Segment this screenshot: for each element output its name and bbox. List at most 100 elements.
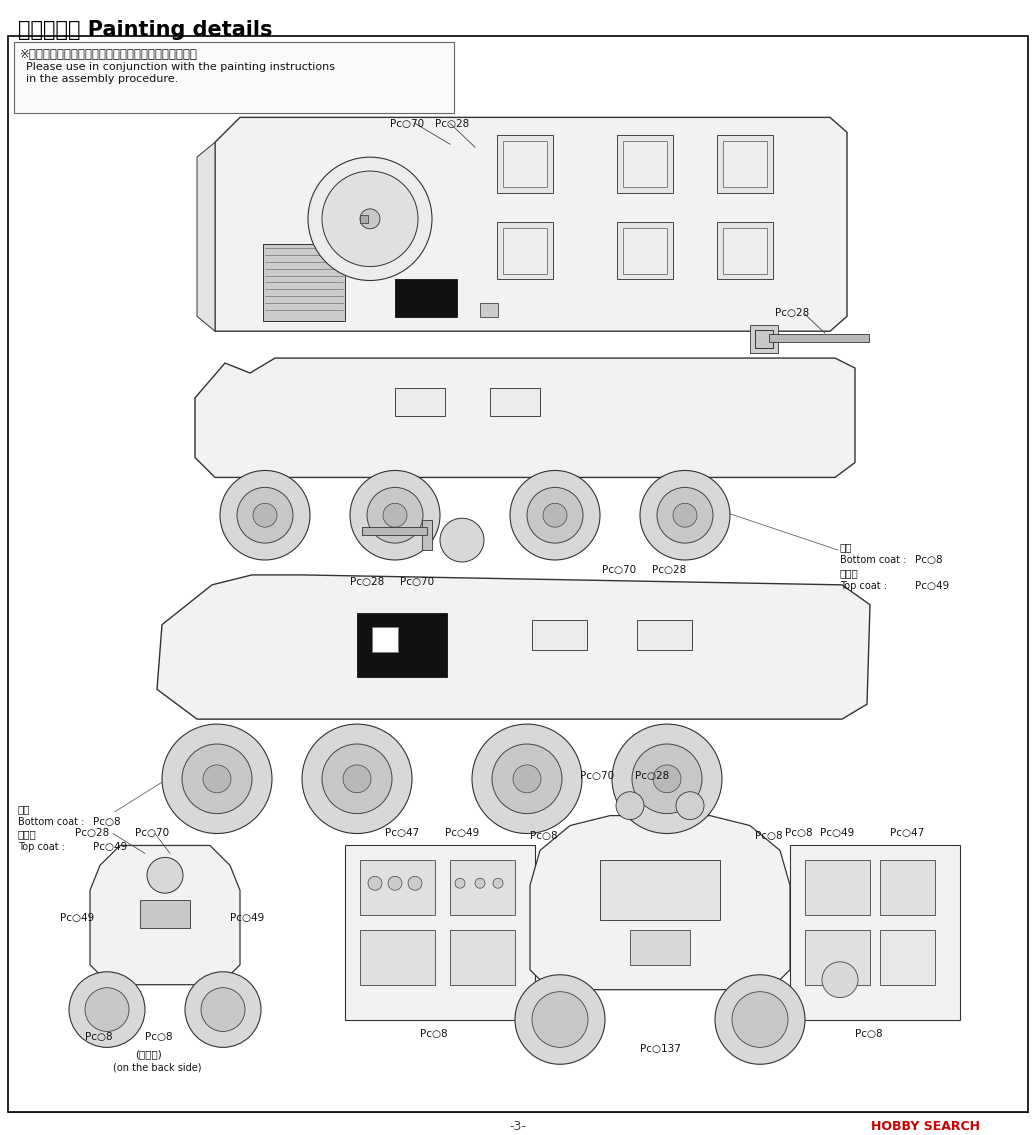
Polygon shape <box>195 358 855 478</box>
Bar <box>805 860 870 915</box>
Bar <box>617 221 673 279</box>
Text: in the assembly procedure.: in the assembly procedure. <box>26 74 178 84</box>
Bar <box>880 860 936 915</box>
Bar <box>717 221 773 279</box>
Text: Pc○70: Pc○70 <box>135 827 169 838</box>
Circle shape <box>493 878 503 889</box>
Text: Pc○8: Pc○8 <box>530 831 557 841</box>
Text: Pc○137: Pc○137 <box>640 1044 681 1054</box>
Bar <box>395 388 445 415</box>
Circle shape <box>253 503 277 527</box>
Text: ※組み立て手順内の塗装指示と合わせてご活用下さい。: ※組み立て手順内の塗装指示と合わせてご活用下さい。 <box>20 48 198 61</box>
Bar <box>422 520 432 550</box>
Bar <box>623 228 667 274</box>
Bar <box>359 860 435 915</box>
Text: Pc○70: Pc○70 <box>580 771 614 781</box>
Bar <box>357 613 447 678</box>
Text: Pc○28: Pc○28 <box>635 771 669 781</box>
Circle shape <box>440 519 484 562</box>
Circle shape <box>408 876 422 890</box>
Bar <box>503 228 547 274</box>
Bar <box>623 141 667 187</box>
Circle shape <box>612 724 722 833</box>
Polygon shape <box>197 142 215 331</box>
Text: Top coat :: Top coat : <box>18 842 65 852</box>
Text: 細部の塗装 Painting details: 細部の塗装 Painting details <box>18 20 272 40</box>
Text: Pc○47: Pc○47 <box>385 827 420 838</box>
Text: Pc○28: Pc○28 <box>775 309 809 318</box>
Bar <box>637 620 692 649</box>
Bar <box>630 930 690 965</box>
Text: HOBBY SEARCH: HOBBY SEARCH <box>871 1120 980 1133</box>
Circle shape <box>474 878 485 889</box>
Text: 上塗り: 上塗り <box>18 830 36 840</box>
Circle shape <box>732 992 788 1048</box>
Text: Pc○70: Pc○70 <box>390 119 424 129</box>
Circle shape <box>533 992 588 1048</box>
Bar <box>723 141 767 187</box>
Bar <box>717 135 773 193</box>
Circle shape <box>632 745 702 814</box>
Text: 下地: 下地 <box>18 804 30 814</box>
Polygon shape <box>90 846 240 985</box>
Circle shape <box>201 987 244 1032</box>
Text: Pc○28: Pc○28 <box>652 565 686 575</box>
Circle shape <box>220 471 310 560</box>
Circle shape <box>715 975 805 1065</box>
Text: Pc○49: Pc○49 <box>60 913 94 923</box>
Text: Pc○28: Pc○28 <box>435 119 469 129</box>
Circle shape <box>343 765 371 792</box>
Text: Pc○8: Pc○8 <box>93 816 120 826</box>
Bar <box>480 303 498 318</box>
Bar <box>805 930 870 985</box>
Circle shape <box>383 503 407 527</box>
Circle shape <box>322 745 392 814</box>
Circle shape <box>492 745 562 814</box>
Circle shape <box>350 471 440 560</box>
Circle shape <box>69 972 145 1048</box>
Text: Pc○49: Pc○49 <box>230 913 264 923</box>
Bar <box>790 846 960 1019</box>
Bar <box>450 860 515 915</box>
Bar <box>140 900 190 928</box>
Circle shape <box>527 487 583 543</box>
Polygon shape <box>157 575 870 720</box>
Text: Pc○49: Pc○49 <box>445 827 480 838</box>
Text: (on the back side): (on the back side) <box>113 1062 201 1073</box>
Circle shape <box>510 471 600 560</box>
Circle shape <box>543 503 567 527</box>
Text: -3-: -3- <box>510 1120 526 1133</box>
Text: Pc○8: Pc○8 <box>855 1029 883 1040</box>
Circle shape <box>203 765 231 792</box>
Circle shape <box>653 765 681 792</box>
Circle shape <box>822 961 858 998</box>
Circle shape <box>472 724 582 833</box>
Bar <box>395 279 457 318</box>
Bar <box>497 221 553 279</box>
Bar <box>362 527 427 535</box>
Circle shape <box>308 157 432 280</box>
Bar <box>750 326 778 353</box>
Bar <box>450 930 515 985</box>
Circle shape <box>185 972 261 1048</box>
Circle shape <box>368 876 382 890</box>
Circle shape <box>147 857 183 893</box>
Text: (裏から): (裏から) <box>135 1050 162 1059</box>
Text: Pc○49: Pc○49 <box>821 827 855 838</box>
Text: Bottom coat :: Bottom coat : <box>840 555 906 565</box>
Circle shape <box>640 471 730 560</box>
Text: Pc○49: Pc○49 <box>93 842 127 852</box>
Circle shape <box>677 792 704 819</box>
Bar <box>600 860 720 920</box>
Polygon shape <box>215 117 847 331</box>
Circle shape <box>616 792 644 819</box>
Text: Pc○8: Pc○8 <box>85 1033 113 1042</box>
Text: Pc○8: Pc○8 <box>915 555 943 565</box>
Bar <box>359 930 435 985</box>
Bar <box>345 846 535 1019</box>
Bar <box>497 135 553 193</box>
Bar <box>372 627 398 653</box>
Text: Pc○8: Pc○8 <box>145 1033 173 1042</box>
Circle shape <box>657 487 713 543</box>
Bar <box>723 228 767 274</box>
